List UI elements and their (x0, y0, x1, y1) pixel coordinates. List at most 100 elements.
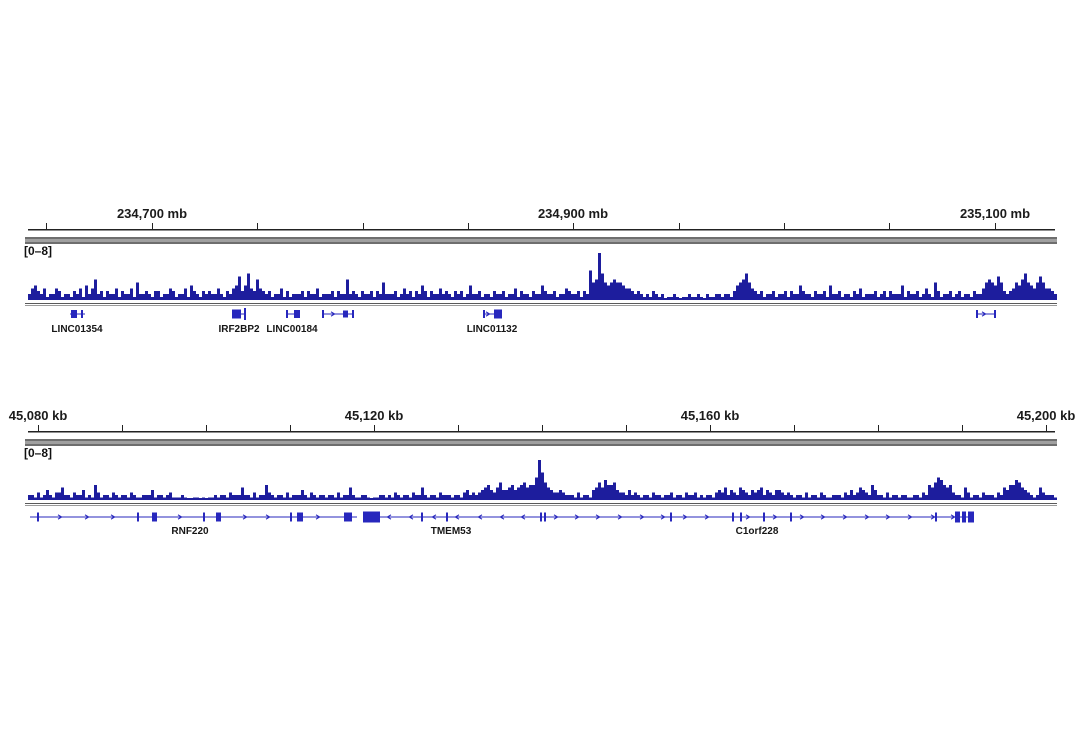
exon-box (494, 309, 502, 319)
signal-bar (727, 495, 730, 500)
signal-bar (94, 485, 97, 500)
signal-bar (523, 294, 526, 300)
signal-bar (358, 497, 361, 500)
signal-bar (772, 291, 775, 300)
ruler-tick (468, 223, 470, 229)
signal-bar (553, 291, 556, 300)
signal-bar (841, 497, 844, 500)
signal-bar (757, 490, 760, 500)
signal-bar (40, 497, 43, 500)
signal-bar (67, 294, 70, 300)
signal-bar (625, 495, 628, 500)
signal-bar (244, 285, 247, 300)
signal-bar (805, 492, 808, 500)
signal-bar (457, 294, 460, 300)
signal-bar (298, 294, 301, 300)
signal-bar (232, 288, 235, 300)
signal-bar (667, 297, 670, 300)
ruler-tick (122, 425, 124, 431)
signal-bar (544, 291, 547, 300)
signal-bar (424, 495, 427, 500)
signal-bar (166, 294, 169, 300)
gene-glyph-line (70, 313, 85, 315)
signal-bar (607, 485, 610, 500)
signal-bar (328, 294, 331, 300)
signal-bar (496, 487, 499, 500)
gene-glyph-line (483, 313, 502, 315)
signal-bar (430, 291, 433, 300)
signal-bar (253, 492, 256, 500)
signal-bar (442, 294, 445, 300)
ruler-tick-label: 45,160 kb (680, 408, 740, 423)
ruler-tick (710, 425, 712, 431)
signal-bar (595, 279, 598, 300)
signal-bar (547, 294, 550, 300)
signal-bar (100, 291, 103, 300)
signal-bar (406, 495, 409, 500)
signal-bar (631, 495, 634, 500)
signal-bar (796, 495, 799, 500)
signal-bar (658, 495, 661, 500)
signal-bar (961, 297, 964, 300)
signal-bar (505, 297, 508, 300)
signal-bar (1048, 495, 1051, 500)
signal-bar (718, 294, 721, 300)
signal-bar (172, 497, 175, 500)
signal-bar (511, 485, 514, 500)
signal-bar (208, 291, 211, 300)
signal-bar (505, 490, 508, 500)
signal-bar (223, 495, 226, 500)
signal-bar (43, 288, 46, 300)
signal-bar (955, 294, 958, 300)
signal-bar (364, 294, 367, 300)
ruler-tick (257, 223, 259, 229)
signal-bar (802, 291, 805, 300)
signal-bar (826, 497, 829, 500)
signal-bar (862, 297, 865, 300)
signal-bar (538, 460, 541, 500)
signal-bar (748, 495, 751, 500)
signal-bar (427, 497, 430, 500)
signal-bar (40, 294, 43, 300)
signal-bar (238, 495, 241, 500)
signal-bar (613, 482, 616, 500)
signal-bar (964, 487, 967, 500)
signal-bar (28, 495, 31, 500)
signal-bar (913, 495, 916, 500)
exon-tick (352, 310, 354, 318)
signal-bar (766, 490, 769, 500)
signal-bar (733, 291, 736, 300)
signal-bar (310, 492, 313, 500)
signal-bar (379, 495, 382, 500)
signal-bar (223, 297, 226, 300)
signal-bar (517, 297, 520, 300)
signal-bar (655, 294, 658, 300)
signal-bar (493, 291, 496, 300)
signal-bar (139, 497, 142, 500)
signal-bar (226, 291, 229, 300)
exon-box (297, 512, 303, 522)
signal-bar (535, 294, 538, 300)
signal-bar (730, 297, 733, 300)
signal-bar (217, 288, 220, 300)
signal-bar (211, 294, 214, 300)
ruler-tick-label: 45,080 kb (8, 408, 68, 423)
signal-bar (1054, 294, 1057, 300)
signal-bar (748, 282, 751, 300)
signal-bar (739, 487, 742, 500)
signal-bar (382, 282, 385, 300)
signal-bar (559, 294, 562, 300)
signal-bar (976, 495, 979, 500)
signal-bar (178, 497, 181, 500)
signal-bar (460, 291, 463, 300)
exon-tick (540, 512, 542, 522)
signal-bar (754, 291, 757, 300)
signal-bar (43, 495, 46, 500)
signal-bar (868, 495, 871, 500)
signal-bar (397, 297, 400, 300)
signal-bar (295, 495, 298, 500)
signal-bar (1027, 492, 1030, 500)
signal-bar (337, 291, 340, 300)
signal-bar (478, 492, 481, 500)
signal-bar (1012, 485, 1015, 500)
